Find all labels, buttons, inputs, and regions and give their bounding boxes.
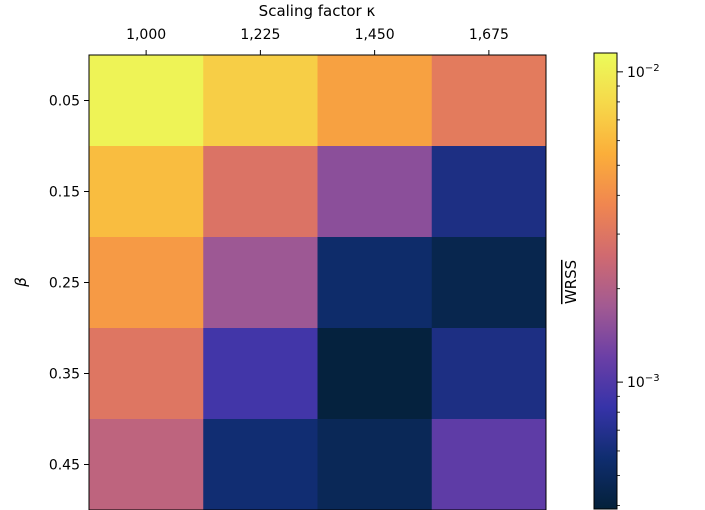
heatmap-cell: [203, 237, 318, 329]
heatmap-cell: [89, 146, 204, 238]
heatmap-cell: [317, 419, 433, 510]
heatmap-cell: [431, 328, 547, 420]
colorbar: 10−2 10−3 WRSS: [562, 52, 660, 510]
heatmap-cells: [89, 55, 547, 510]
y-tick-label: 0.25: [49, 276, 80, 292]
heatmap-cell: [431, 146, 547, 238]
heatmap-cell: [89, 419, 204, 510]
x-axis-ticks: 1,000 1,225 1,450 1,675: [126, 27, 509, 55]
y-axis-title: β: [12, 277, 30, 288]
x-axis-title: Scaling factor κ: [259, 2, 376, 20]
x-tick-label: 1,225: [240, 27, 280, 43]
heatmap-cell: [203, 419, 318, 510]
y-tick-label: 0.45: [49, 458, 80, 474]
y-tick-label: 0.15: [49, 185, 80, 201]
heatmap-cell: [89, 328, 204, 420]
x-tick-label: 1,450: [355, 27, 395, 43]
colorbar-gradient: [593, 52, 618, 510]
colorbar-tick-label: 10−3: [627, 373, 660, 391]
heatmap-cell: [431, 237, 547, 329]
heatmap-cell: [317, 55, 433, 147]
heatmap-cell: [317, 146, 433, 238]
y-axis-ticks: 0.05 0.15 0.25 0.35 0.45: [49, 94, 89, 474]
colorbar-label: WRSS: [562, 260, 580, 304]
heatmap-cell: [317, 328, 433, 420]
heatmap-cell: [203, 328, 318, 420]
y-tick-label: 0.05: [49, 94, 80, 110]
heatmap-cell: [317, 237, 433, 329]
heatmap-cell: [431, 419, 547, 510]
colorbar-tick-label: 10−2: [627, 63, 660, 81]
heatmap-cell: [431, 55, 547, 147]
y-tick-label: 0.35: [49, 367, 80, 383]
colorbar-ticks: 10−2 10−3: [617, 63, 660, 506]
heatmap-cell: [203, 146, 318, 238]
heatmap-cell: [89, 55, 204, 147]
x-tick-label: 1,000: [126, 27, 166, 43]
heatmap-cell: [89, 237, 204, 329]
heatmap-cell: [203, 55, 318, 147]
x-tick-label: 1,675: [469, 27, 509, 43]
